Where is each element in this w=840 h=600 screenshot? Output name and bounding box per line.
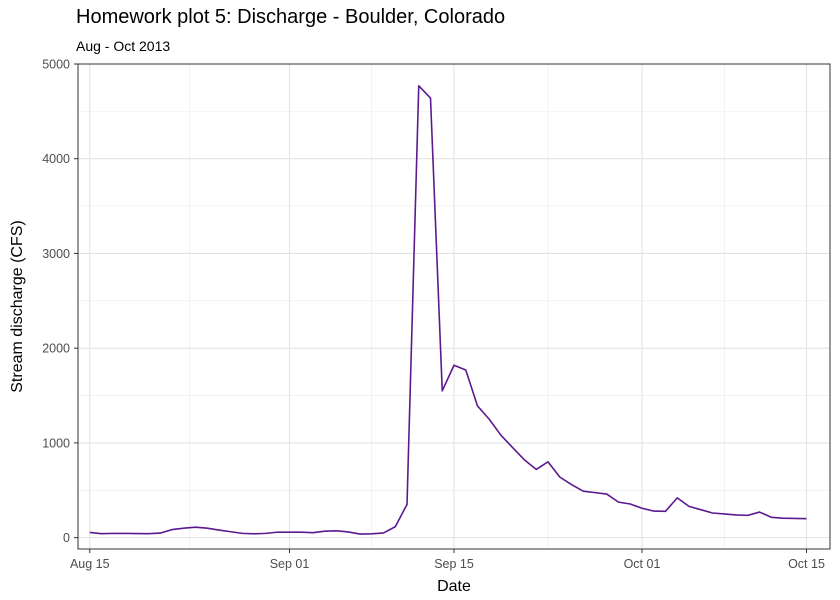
chart-title: Homework plot 5: Discharge - Boulder, Co…: [76, 6, 506, 28]
x-tick-label: Oct 01: [624, 557, 661, 571]
discharge-series-line: [89, 84, 807, 535]
y-tick-label: 5000: [42, 58, 70, 72]
series-layer: [89, 84, 807, 535]
x-tick-label: Sep 01: [270, 557, 310, 571]
y-tick-label: 4000: [42, 152, 70, 166]
y-tick-label: 2000: [42, 342, 70, 356]
x-tick-label: Sep 15: [434, 557, 474, 571]
major-gridlines: [78, 63, 830, 549]
y-tick-label: 0: [63, 531, 70, 545]
x-tick-label: Oct 15: [788, 557, 825, 571]
x-axis-title: Date: [437, 578, 471, 595]
y-tick-label: 3000: [42, 247, 70, 261]
y-tick-label: 1000: [42, 436, 70, 450]
x-tick-label: Aug 15: [70, 557, 110, 571]
chart-subtitle: Aug - Oct 2013: [76, 38, 171, 54]
x-axis: Aug 15 Sep 01 Sep 15 Oct 01 Oct 15: [70, 549, 825, 571]
y-axis: 0 1000 2000 3000 4000 5000: [42, 58, 78, 545]
y-axis-title: Stream discharge (CFS): [9, 220, 26, 393]
